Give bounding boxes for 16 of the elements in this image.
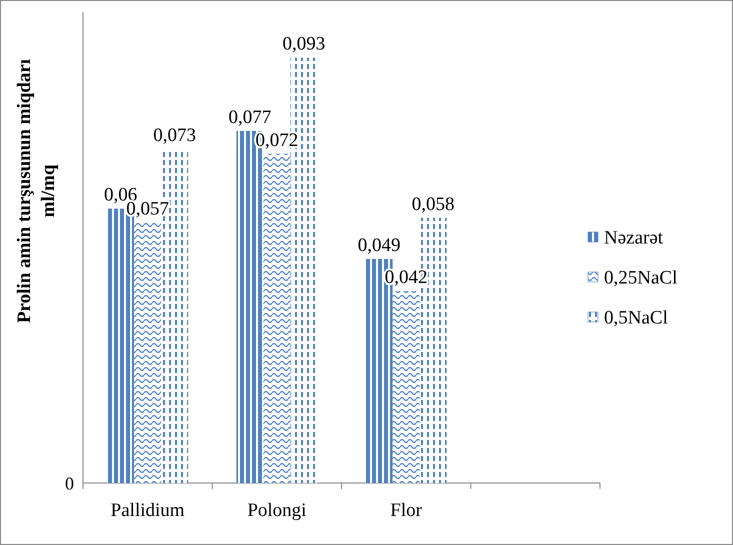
data-label: 0,077 [228,106,272,128]
legend-label: 0,25NaCl [604,268,678,289]
data-label: 0,058 [412,194,454,215]
x-tick-label: Flor [390,500,423,521]
data-label: 0,049 [358,234,400,256]
bar [263,154,290,483]
data-label: 0,073 [153,125,196,146]
x-tick-label: Polongi [247,500,306,521]
legend-label: Nəzarət [604,228,664,249]
bar [392,290,420,483]
x-tick-label: Pallidium [110,500,185,521]
legend-label: 0,5NaCl [604,308,668,329]
bar [134,222,162,483]
text: 0 [65,473,74,494]
y-axis-title: Prolin amin turşusunun miqdarı ml/mq [14,58,59,324]
data-label: 0,093 [282,34,326,55]
